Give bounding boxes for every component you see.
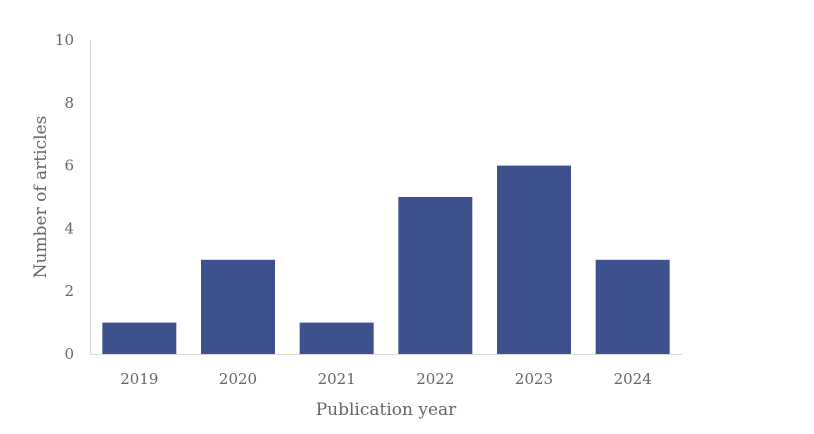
x-tick-label: 2022 [416,370,454,388]
bar-2024 [595,259,670,354]
bar-2019 [102,322,177,354]
x-tick-label: 2023 [515,370,553,388]
x-tick-label: 2021 [318,370,356,388]
y-tick-label: 2 [64,282,74,300]
bars [102,165,670,354]
x-tick-label: 2024 [614,370,652,388]
bar-2021 [299,322,374,354]
x-axis-ticks: 2019 2020 2021 2022 2023 2024 [120,370,652,388]
x-tick-label: 2020 [219,370,257,388]
x-axis-title: Publication year [316,400,457,420]
bar-2022 [398,197,473,354]
y-tick-label: 10 [55,31,74,49]
y-tick-label: 4 [64,219,74,237]
bar-2023 [497,165,571,354]
bar-2020 [201,259,275,354]
y-axis-title: Number of articles [31,116,51,279]
y-tick-label: 0 [64,345,74,363]
x-tick-label: 2019 [120,370,158,388]
y-axis-ticks: 0 2 4 6 8 10 [55,31,74,363]
y-tick-label: 8 [64,94,74,112]
y-tick-label: 6 [64,157,74,175]
